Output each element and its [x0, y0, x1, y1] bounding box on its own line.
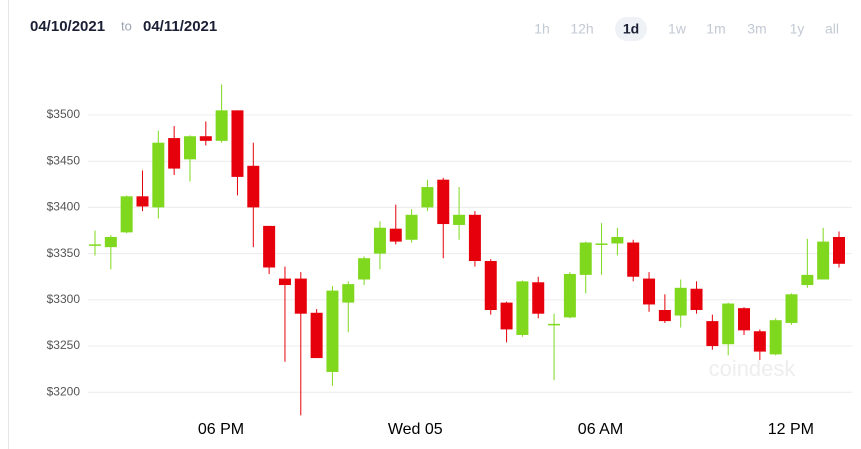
- selected-pill: [615, 17, 647, 41]
- candle-body: [168, 138, 181, 169]
- y-tick-label: $3450: [47, 153, 81, 167]
- candle-body: [706, 321, 719, 347]
- range-button[interactable]: 1m: [706, 21, 725, 37]
- x-tick-label: Wed 05: [388, 421, 443, 438]
- x-tick-label: 06 AM: [578, 421, 623, 438]
- candle-body: [310, 312, 323, 359]
- candle-body: [516, 281, 529, 335]
- candle-body: [120, 196, 133, 233]
- candle-body: [563, 273, 576, 318]
- date-to-separator: to: [121, 18, 132, 33]
- candle-body: [801, 274, 814, 286]
- candle-body: [785, 294, 798, 323]
- range-button[interactable]: 3m: [747, 21, 766, 37]
- candle-body: [358, 258, 371, 280]
- candle-body: [453, 214, 466, 225]
- candle-body: [104, 236, 117, 248]
- candle-body: [548, 323, 561, 326]
- range-button[interactable]: 1h: [534, 21, 550, 37]
- candle-body: [532, 282, 545, 314]
- candle-body: [389, 228, 402, 242]
- candle-body: [611, 236, 624, 244]
- candle-body: [722, 303, 735, 345]
- range-buttons: 1h 12h 1d 1w 1m 3m 1y all: [534, 17, 839, 41]
- range-button[interactable]: 1y: [790, 21, 805, 37]
- candle-body: [595, 243, 608, 245]
- candle-body: [437, 179, 450, 225]
- x-tick-label: 12 PM: [768, 421, 814, 438]
- candle-body: [405, 214, 418, 240]
- candle-body: [674, 287, 687, 316]
- candle-body: [183, 136, 196, 160]
- candle-body: [199, 136, 212, 141]
- y-tick-label: $3350: [47, 246, 81, 260]
- candle-body: [658, 310, 671, 322]
- range-button[interactable]: all: [825, 21, 839, 37]
- candle-body: [152, 142, 165, 208]
- candle-body: [753, 331, 766, 352]
- watermark: coindesk: [709, 356, 797, 381]
- y-tick-label: $3250: [47, 338, 81, 352]
- candle-body: [373, 227, 386, 254]
- plot: $3200 $3250 $3300 $3350 $3400 $3450 $3500 06 PM…: [47, 84, 852, 438]
- candle-body: [231, 110, 244, 177]
- candle-body: [627, 242, 640, 277]
- candle-body: [89, 244, 101, 246]
- candle-body: [326, 290, 339, 372]
- candle-body: [500, 302, 513, 330]
- candle-body: [294, 278, 307, 314]
- range-button[interactable]: 12h: [570, 21, 593, 37]
- candle-body: [833, 236, 845, 264]
- candle-body: [643, 278, 656, 305]
- candle-body: [136, 196, 149, 207]
- candle-body: [215, 110, 228, 141]
- candle-body: [690, 288, 703, 311]
- candle-body: [278, 278, 291, 286]
- candle-body: [738, 308, 751, 331]
- candle-body: [579, 242, 592, 275]
- candle-body: [342, 284, 355, 303]
- range-button[interactable]: 1d: [623, 21, 639, 37]
- range-button[interactable]: 1w: [668, 21, 687, 37]
- date-from: 04/10/2021: [30, 18, 105, 35]
- x-tick-label: 06 PM: [198, 421, 244, 438]
- candle-body: [263, 225, 276, 268]
- candle-body: [817, 241, 830, 280]
- candle-body: [484, 261, 497, 311]
- candle-body: [421, 187, 434, 208]
- candle-body: [769, 320, 782, 355]
- y-tick-label: $3300: [47, 292, 81, 306]
- date-to: 04/11/2021: [143, 18, 217, 35]
- candle-body: [247, 165, 260, 208]
- y-tick-label: $3500: [47, 107, 81, 121]
- y-tick-label: $3200: [47, 384, 81, 398]
- y-tick-label: $3400: [47, 200, 81, 214]
- candle-body: [468, 214, 481, 262]
